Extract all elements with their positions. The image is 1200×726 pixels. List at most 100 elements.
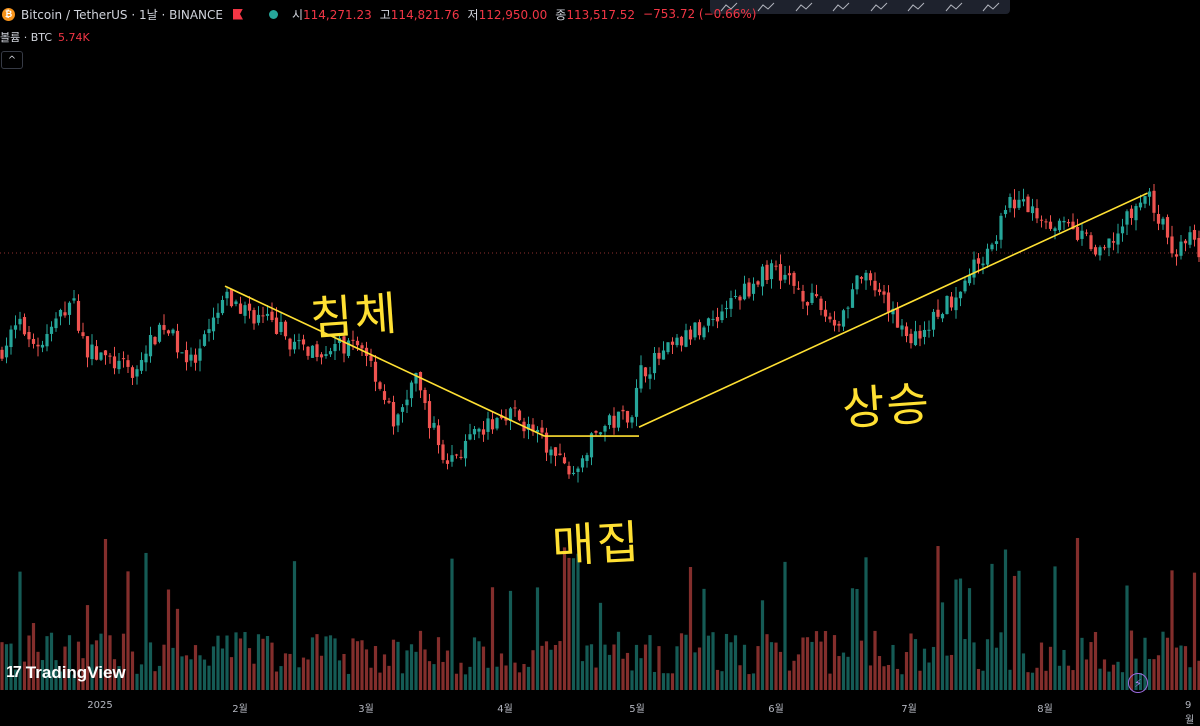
candle-body: [729, 298, 733, 309]
candle-body: [913, 331, 918, 346]
volume-bar: [747, 674, 751, 690]
volume-bar: [733, 635, 738, 690]
volume-bar: [720, 671, 724, 690]
range-icon[interactable]: [945, 2, 963, 12]
path-icon[interactable]: [907, 2, 925, 12]
candle-body: [711, 318, 715, 320]
symbol-title[interactable]: Bitcoin / TetherUS · 1날 · BINANCE: [21, 7, 223, 22]
candle-body: [657, 352, 661, 359]
volume-bar: [855, 588, 859, 690]
volume-bar: [1044, 670, 1048, 690]
candle-body: [283, 321, 288, 337]
volume-bar: [4, 644, 9, 690]
candle-body: [454, 454, 459, 456]
volume-bar: [297, 667, 301, 690]
candle-body: [837, 323, 841, 326]
volume-bar: [967, 588, 972, 690]
volume-bar: [1129, 630, 1134, 690]
horizontal-ray-icon[interactable]: [757, 2, 775, 12]
volume-bar: [49, 632, 54, 690]
candle-body: [297, 340, 301, 342]
volume-bar: [675, 646, 679, 690]
candle-body: [634, 387, 639, 417]
x-tick-label: 9월: [1185, 700, 1195, 726]
candle-body: [495, 417, 499, 429]
candle-body: [738, 296, 742, 301]
volume-legend[interactable]: 볼륨 · BTC 5.74K: [0, 29, 90, 45]
candle-body: [225, 291, 229, 299]
volume-bar: [1039, 642, 1044, 690]
annotation-accumulation: 매집: [550, 514, 643, 574]
x-tick-label: 3월: [358, 704, 374, 715]
candle-body: [1197, 237, 1200, 258]
candle-body: [144, 353, 148, 363]
volume-bar: [976, 668, 981, 690]
volume-bar: [499, 653, 504, 690]
volume-bar: [1156, 655, 1161, 690]
collapse-legend-button[interactable]: ^: [1, 51, 23, 69]
zigzag-alt-icon[interactable]: [870, 2, 888, 12]
candle-body: [373, 361, 378, 382]
candle-body: [1125, 211, 1129, 225]
candle-body: [873, 280, 877, 291]
candle-body: [1102, 247, 1107, 249]
volume-bar: [778, 651, 783, 690]
volume-bar: [621, 658, 625, 690]
candle-body: [949, 296, 954, 308]
volume-bar: [958, 578, 963, 690]
candle-body: [679, 336, 684, 346]
candle-body: [54, 318, 58, 329]
rectangle-icon[interactable]: [982, 2, 1000, 12]
candle-body: [1188, 232, 1192, 245]
x-tick-label: 8월: [1037, 704, 1053, 715]
volume-bar: [544, 641, 549, 690]
drawing-toolbar[interactable]: [710, 0, 1010, 14]
candle-body: [319, 354, 324, 358]
candle-body: [733, 295, 738, 297]
volume-bar: [580, 661, 585, 690]
candle-body: [184, 350, 189, 363]
candle-body: [180, 352, 184, 354]
candle-body: [652, 353, 657, 374]
candle-body: [324, 354, 328, 357]
pattern-icon[interactable]: [795, 2, 813, 12]
candle-body: [841, 310, 846, 327]
volume-bar: [693, 652, 697, 690]
volume-bar: [270, 642, 274, 690]
volume-bar: [252, 663, 256, 690]
candle-body: [535, 429, 540, 433]
volume-bar: [1026, 672, 1030, 690]
candle-body: [877, 289, 882, 292]
volume-bar: [607, 654, 612, 690]
volume-bar: [1147, 658, 1152, 690]
tradingview-logo[interactable]: 17 TradingView: [6, 663, 126, 683]
volume-bar: [1161, 631, 1165, 690]
trend-line-icon[interactable]: [720, 2, 738, 12]
candle-body: [220, 299, 225, 314]
candle-body: [562, 457, 567, 464]
volume-bar: [823, 631, 828, 690]
candle-body: [441, 444, 445, 460]
volume-value: 5.74K: [58, 31, 90, 44]
candle-body: [486, 418, 490, 432]
candle-body: [895, 308, 900, 328]
candle-body: [648, 374, 652, 379]
volume-bar: [963, 639, 967, 690]
volume-bar: [670, 673, 675, 690]
volume-bar: [738, 665, 742, 690]
candle-body: [490, 419, 495, 430]
candle-body: [549, 449, 553, 456]
candle-body: [369, 355, 373, 361]
candle-body: [513, 407, 517, 409]
volume-bar: [882, 666, 886, 690]
zigzag-icon[interactable]: [832, 2, 850, 12]
volume-bar: [337, 660, 342, 690]
candle-body: [243, 305, 247, 316]
candle-body: [508, 408, 513, 421]
candle-body: [1129, 208, 1134, 219]
volume-bar: [67, 635, 72, 690]
lightning-icon[interactable]: ⚡: [1128, 673, 1148, 693]
volume-bar: [450, 558, 454, 690]
flag-icon[interactable]: [232, 8, 243, 20]
